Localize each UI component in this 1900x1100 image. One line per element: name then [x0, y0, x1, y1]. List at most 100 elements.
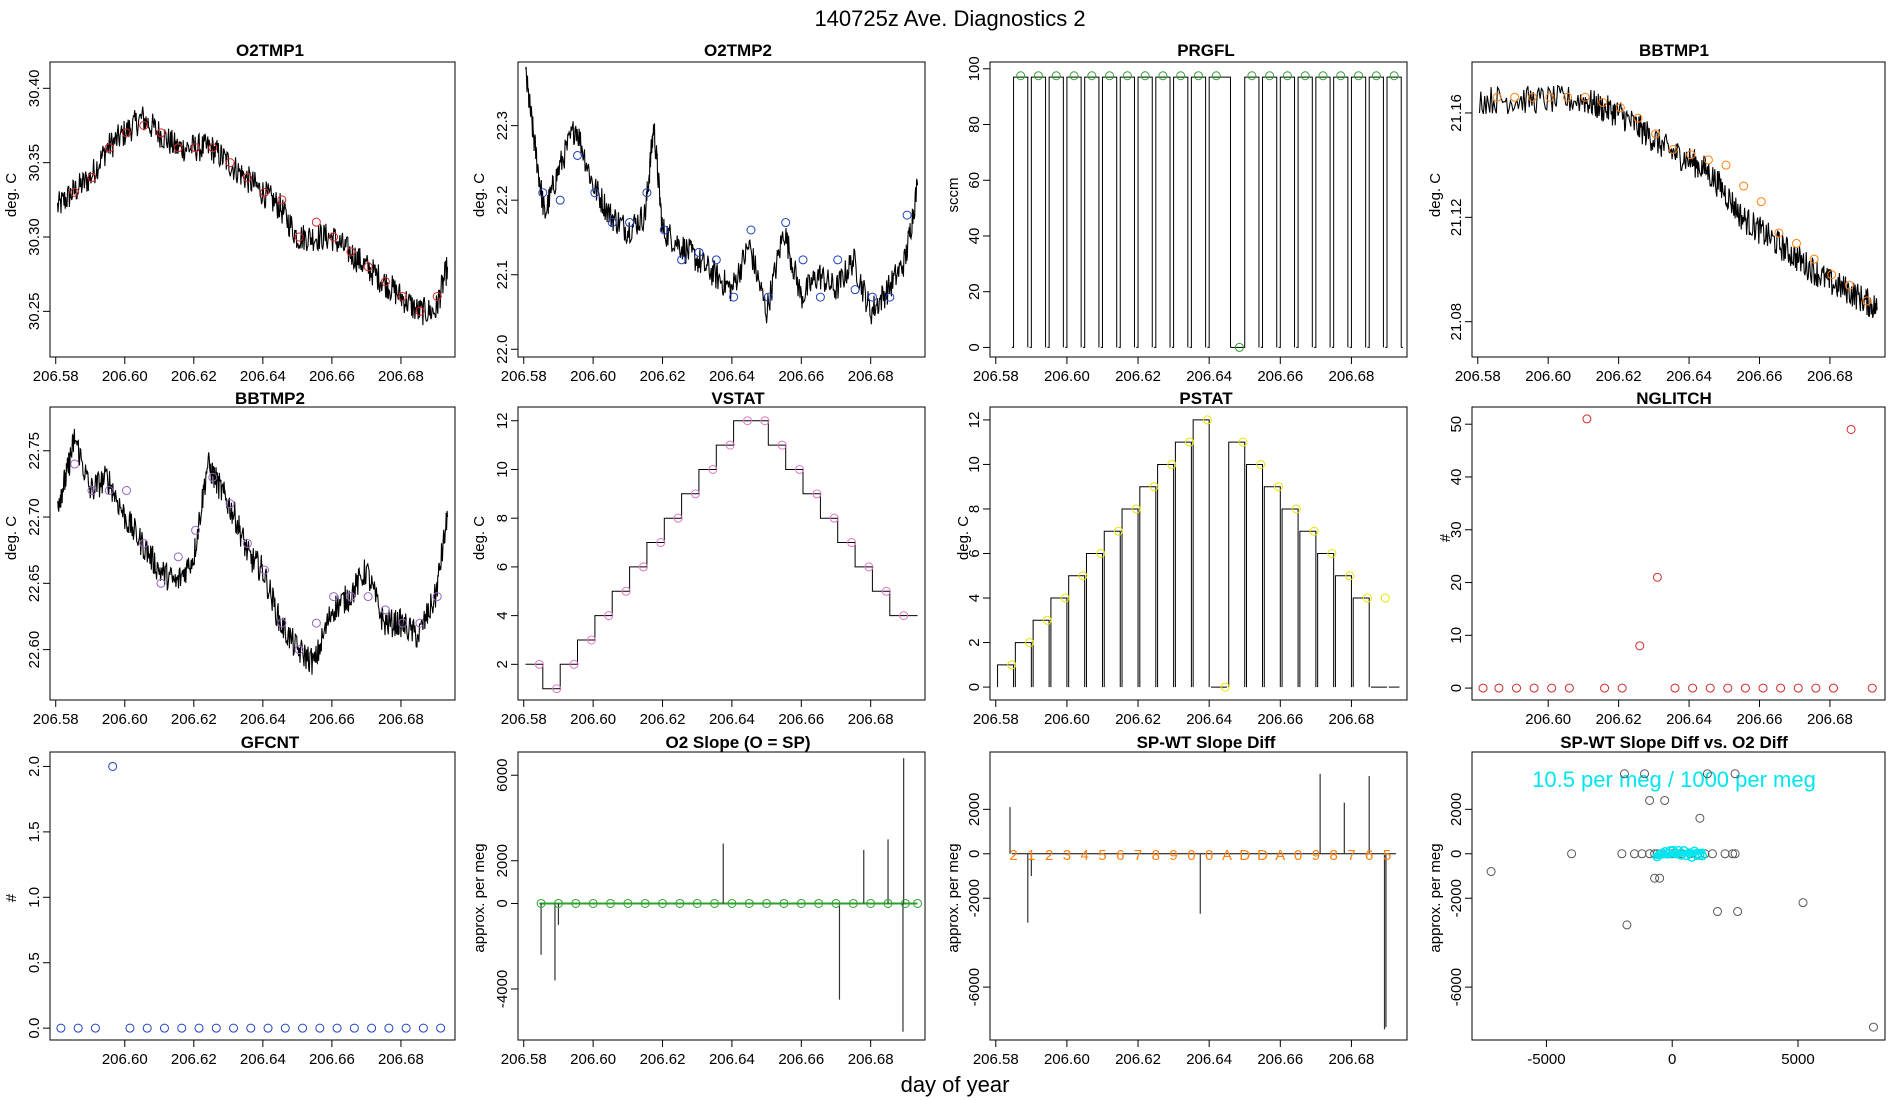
data-point — [1354, 71, 1364, 81]
data-point — [156, 128, 166, 138]
data-point — [798, 255, 808, 265]
panel-title: VSTAT — [711, 389, 765, 408]
data-point — [346, 592, 356, 602]
pulse-line — [1228, 441, 1246, 688]
y-tick-label: 22.70 — [26, 498, 43, 536]
pulse-line — [1349, 76, 1367, 348]
pulse-line — [1331, 76, 1349, 348]
data-point — [1202, 415, 1212, 425]
x-tick-label: 206.60 — [570, 1051, 616, 1068]
y-axis-label: deg. C — [471, 173, 488, 217]
plot-frame — [517, 61, 926, 358]
data-point — [1309, 526, 1319, 536]
x-tick-label: 206.64 — [709, 368, 755, 385]
x-tick-label: 5000 — [1781, 1051, 1814, 1068]
y-tick-label: 6 — [966, 549, 983, 557]
data-point — [208, 472, 218, 482]
y-tick-label: 30.40 — [26, 70, 43, 108]
data-point — [1580, 92, 1590, 102]
data-point — [1256, 459, 1266, 469]
pulse-line — [1334, 575, 1352, 688]
data-point — [1563, 92, 1573, 102]
y-tick-label: -2000 — [966, 879, 983, 917]
y-tick-label: -4000 — [494, 970, 511, 1008]
data-point — [1756, 197, 1766, 207]
data-point — [1615, 103, 1625, 113]
data-point — [708, 464, 718, 474]
plot-area — [56, 106, 449, 326]
pulse-line — [1029, 76, 1047, 348]
data-point — [242, 173, 252, 183]
data-point — [1016, 71, 1026, 81]
data-point — [294, 645, 304, 655]
y-axis-label: approx. per meg — [1427, 843, 1444, 952]
data-point — [418, 1023, 428, 1033]
x-tick-label: 206.68 — [378, 1051, 424, 1068]
data-point — [1478, 683, 1488, 693]
data-point — [864, 562, 874, 572]
point-label: D — [1257, 847, 1268, 864]
data-point — [899, 611, 909, 621]
plot-frame — [1471, 751, 1886, 1041]
x-tick-label: 206.64 — [1666, 711, 1712, 728]
y-axis-label: deg. C — [1427, 173, 1444, 217]
data-point — [1730, 769, 1740, 779]
data-point — [1582, 414, 1592, 424]
data-point — [380, 605, 390, 615]
data-point — [1846, 424, 1856, 434]
data-point — [1545, 92, 1555, 102]
data-point — [329, 232, 339, 242]
point-label: A — [1222, 847, 1232, 864]
y-tick-label: 2 — [494, 660, 511, 668]
data-point — [104, 486, 114, 496]
x-tick-label: 0 — [1668, 1051, 1676, 1068]
data-point — [1728, 849, 1738, 859]
y-axis-label: sccm — [945, 178, 962, 213]
data-point — [401, 1023, 411, 1033]
plot-frame — [49, 751, 456, 1041]
data-point — [1105, 71, 1115, 81]
pulse-line — [1242, 76, 1260, 348]
point-label: 8 — [1329, 847, 1337, 864]
y-tick-label: 40 — [966, 228, 983, 245]
y-tick-label: 0 — [966, 683, 983, 691]
data-point — [829, 513, 839, 523]
data-point — [1827, 270, 1837, 280]
data-point — [1078, 571, 1088, 581]
panel-title: SP-WT Slope Diff — [1137, 733, 1276, 752]
y-tick-label: 0 — [1448, 684, 1465, 692]
data-point — [1194, 71, 1203, 81]
data-point — [743, 416, 753, 426]
y-tick-label: 2000 — [966, 793, 983, 826]
data-point — [1660, 795, 1670, 805]
data-point — [70, 459, 80, 469]
y-tick-label: 40 — [1448, 469, 1465, 486]
fit-annotation: 10.5 per meg / 1000 per meg — [1532, 767, 1816, 792]
y-tick-label: 10 — [1448, 627, 1465, 644]
data-point — [1670, 683, 1680, 693]
fit-point — [1679, 845, 1689, 856]
y-tick-label: 100 — [966, 56, 983, 81]
data-point — [1702, 769, 1712, 779]
data-point — [1564, 683, 1574, 693]
point-label: 8 — [1152, 847, 1160, 864]
data-point — [658, 898, 668, 908]
data-point — [1060, 593, 1070, 603]
data-point — [1619, 769, 1629, 779]
data-point — [415, 306, 425, 316]
data-point — [311, 618, 321, 628]
y-tick-label: 30.35 — [26, 144, 43, 182]
x-tick-label: 206.66 — [1737, 368, 1783, 385]
data-point — [1774, 228, 1784, 238]
data-point — [139, 539, 149, 549]
y-tick-label: 60 — [966, 172, 983, 189]
y-axis-label: # — [1437, 533, 1454, 542]
x-tick-label: 206.62 — [640, 1051, 686, 1068]
point-label: D — [1239, 847, 1250, 864]
x-tick-label: 206.68 — [1328, 368, 1374, 385]
data-point — [139, 120, 149, 130]
panel-title: PRGFL — [1177, 41, 1235, 60]
x-tick-label: 206.66 — [778, 1051, 824, 1068]
y-tick-label: 0 — [494, 899, 511, 907]
data-point — [1629, 849, 1639, 859]
